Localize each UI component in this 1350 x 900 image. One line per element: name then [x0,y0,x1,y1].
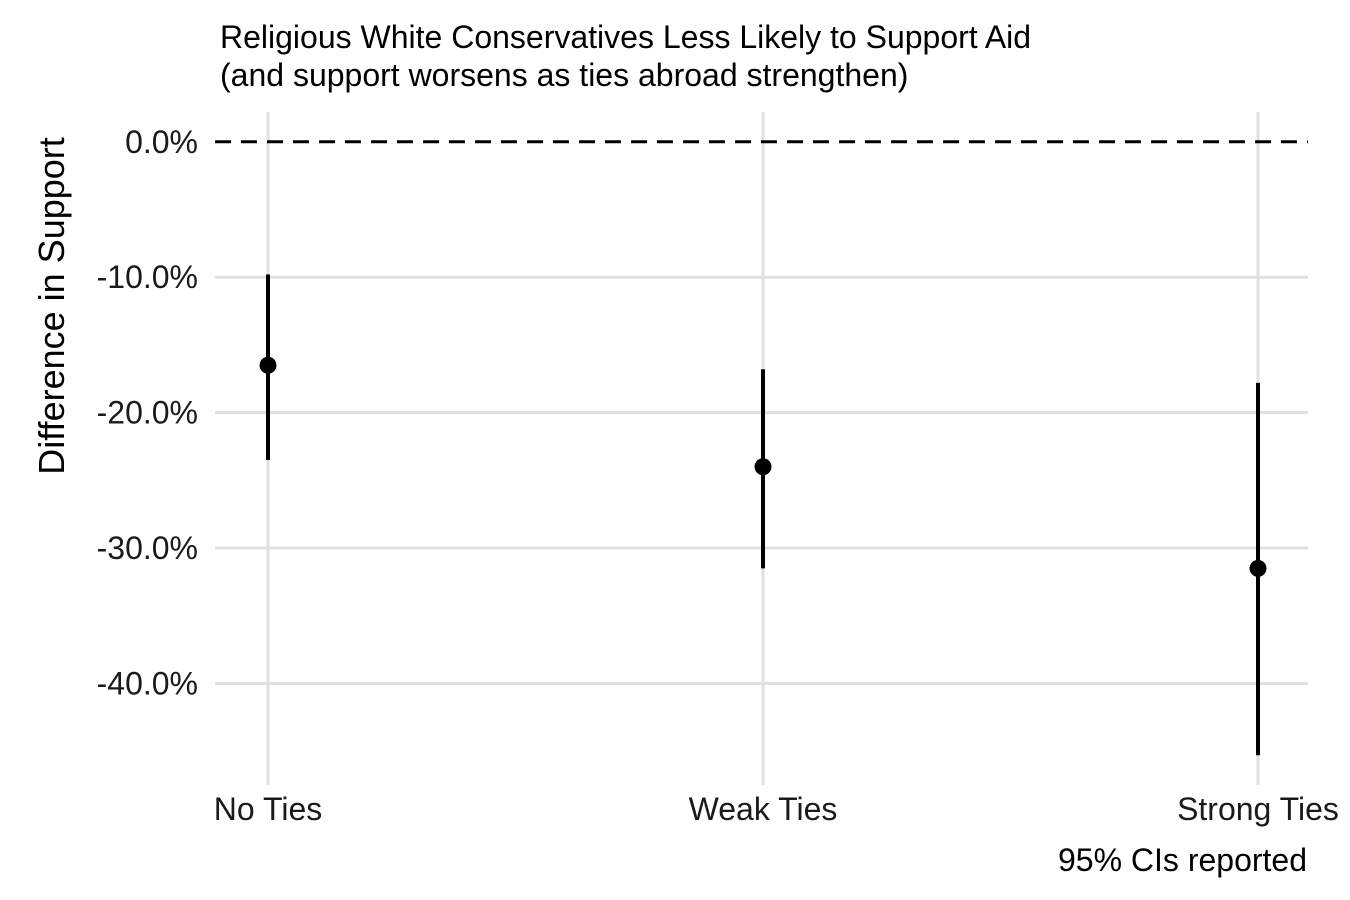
estimate-point [259,356,277,374]
estimate-point [754,458,772,476]
chart-caption: 95% CIs reported [1058,842,1307,878]
x-tick-label: Strong Ties [1177,791,1339,827]
y-tick-label: -40.0% [97,665,198,701]
chart-subtitle: (and support worsens as ties abroad stre… [220,57,908,93]
estimate-point [1249,559,1267,577]
y-axis-label: Difference in Support [31,137,72,475]
y-tick-label: -30.0% [97,530,198,566]
x-tick-label: Weak Ties [689,791,838,827]
x-tick-label: No Ties [214,791,322,827]
chart-title: Religious White Conservatives Less Likel… [220,19,1031,55]
y-tick-label: -20.0% [97,395,198,431]
plot-area: 0.0% -10.0% -20.0% -30.0% -40.0% No Ties Weak … [97,112,1339,827]
y-tick-label: -10.0% [97,259,198,295]
y-tick-label: 0.0% [125,124,198,160]
